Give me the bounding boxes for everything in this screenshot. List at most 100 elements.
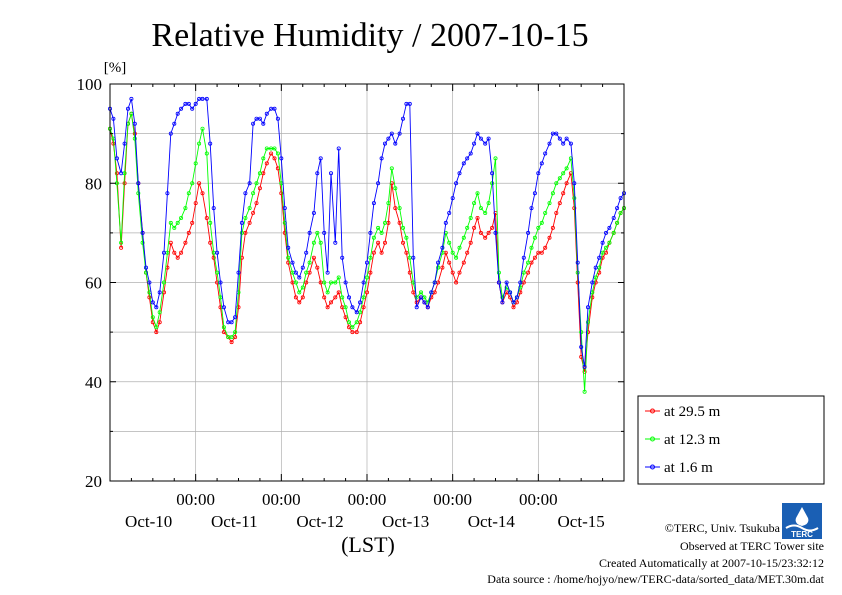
data-point (400, 116, 405, 121)
data-point (518, 280, 523, 285)
data-point (197, 141, 202, 146)
data-point (361, 280, 366, 285)
data-point (496, 270, 501, 275)
data-point (457, 245, 462, 250)
data-point (478, 206, 483, 211)
data-point (483, 141, 488, 146)
x-tick-date-label: Oct-12 (296, 512, 343, 531)
data-point (500, 295, 505, 300)
data-point (304, 280, 309, 285)
data-point (486, 201, 491, 206)
data-point (175, 111, 180, 116)
data-point (261, 121, 266, 126)
data-point (604, 230, 609, 235)
data-point (461, 235, 466, 240)
data-point (526, 230, 531, 235)
data-point (432, 280, 437, 285)
data-point (550, 191, 555, 196)
x-tick-date-label: Oct-15 (558, 512, 605, 531)
data-point (261, 156, 266, 161)
data-point (247, 206, 252, 211)
data-point (307, 260, 312, 265)
data-point (168, 220, 173, 225)
data-point (333, 295, 338, 300)
data-point (328, 171, 333, 176)
data-point (157, 310, 162, 315)
data-point (615, 206, 620, 211)
data-point (279, 191, 284, 196)
data-point (586, 305, 591, 310)
data-point (414, 305, 419, 310)
data-point (168, 131, 173, 136)
data-point (514, 295, 519, 300)
data-point (336, 275, 341, 280)
data-point (161, 250, 166, 255)
data-point (233, 315, 238, 320)
data-point (418, 295, 423, 300)
data-point (254, 181, 259, 186)
data-point (150, 315, 155, 320)
data-point (404, 235, 409, 240)
data-point (122, 141, 127, 146)
x-axis: 00:00Oct-1000:00Oct-1100:00Oct-1200:00Oc… (109, 84, 625, 531)
data-point (386, 201, 391, 206)
data-point (504, 280, 509, 285)
data-point (136, 191, 141, 196)
data-point (197, 181, 202, 186)
data-point (322, 230, 327, 235)
data-point (529, 206, 534, 211)
series-line (109, 98, 625, 367)
data-point (422, 300, 427, 305)
data-point (300, 265, 305, 270)
data-point (251, 191, 256, 196)
data-point (547, 141, 552, 146)
data-point (465, 156, 470, 161)
y-tick-label: 80 (85, 174, 102, 193)
data-point (579, 330, 584, 335)
data-point (190, 106, 195, 111)
data-point (450, 196, 455, 201)
data-point (382, 141, 387, 146)
data-point (539, 220, 544, 225)
data-point (447, 260, 452, 265)
data-point (461, 161, 466, 166)
series-2 (108, 96, 627, 369)
data-point (293, 270, 298, 275)
data-point (132, 121, 137, 126)
data-point (478, 230, 483, 235)
data-point (397, 131, 402, 136)
data-point (318, 240, 323, 245)
created-text: Created Automatically at 2007-10-15/23:3… (599, 556, 824, 570)
data-point (293, 280, 298, 285)
data-point (254, 201, 259, 206)
data-point (350, 330, 355, 335)
data-point (140, 230, 145, 235)
x-tick-time-label: 00:00 (348, 490, 387, 509)
data-point (239, 220, 244, 225)
data-point (140, 240, 145, 245)
y-axis-unit-label: [%] (104, 60, 127, 76)
data-point (508, 290, 513, 295)
data-point (382, 220, 387, 225)
data-point (600, 250, 605, 255)
data-point (204, 215, 209, 220)
data-point (490, 171, 495, 176)
data-point (414, 295, 419, 300)
data-point (143, 265, 148, 270)
data-point (272, 106, 277, 111)
data-point (526, 260, 531, 265)
data-point (154, 305, 159, 310)
data-point (407, 101, 412, 106)
data-point (282, 230, 287, 235)
data-point (364, 260, 369, 265)
data-point (554, 131, 559, 136)
data-point (575, 280, 580, 285)
data-point (521, 270, 526, 275)
data-point (607, 240, 612, 245)
data-point (336, 146, 341, 151)
data-point (593, 275, 598, 280)
data-point (379, 250, 384, 255)
data-point (465, 225, 470, 230)
data-point (475, 215, 480, 220)
data-point (322, 280, 327, 285)
